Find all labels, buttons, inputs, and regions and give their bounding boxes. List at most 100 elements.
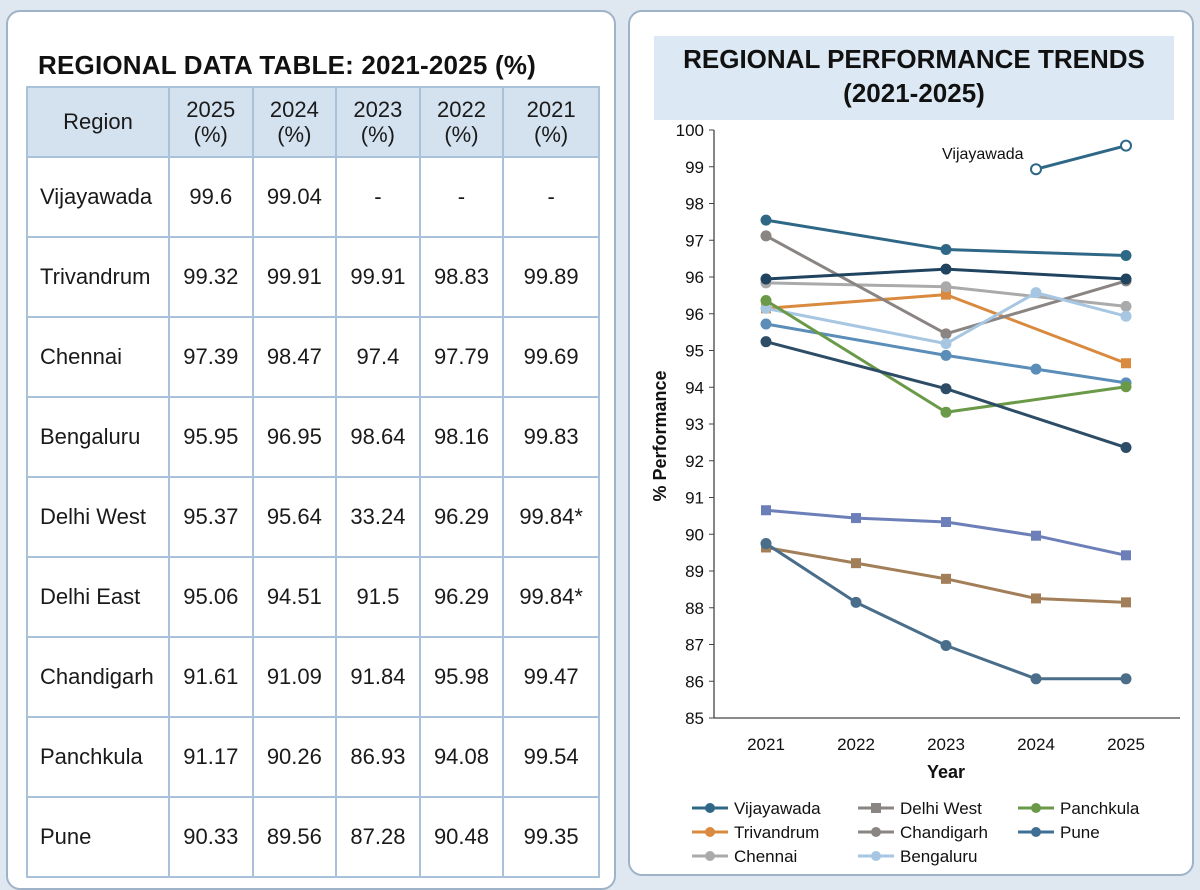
value-cell: 87.28 <box>335 796 421 878</box>
y-tick-label: 90 <box>685 525 704 544</box>
legend-marker <box>705 827 715 837</box>
data-point <box>1120 249 1132 261</box>
data-point <box>760 336 772 348</box>
data-point <box>760 295 772 307</box>
data-point <box>940 244 952 256</box>
region-name-cell: Delhi East <box>26 556 170 638</box>
region-name-cell: Pune <box>26 796 170 878</box>
line-chart: 100 99 98 97 96 96 95 94 93 92 91 90 89 88 87 86 85 2021 2… <box>650 121 1180 866</box>
region-name-cell: Trivandrum <box>26 236 170 318</box>
value-cell: 95.95 <box>168 396 254 478</box>
y-tick-label: 98 <box>685 195 704 214</box>
value-cell: 99.6 <box>168 156 254 238</box>
y-tick-label: 86 <box>685 672 704 691</box>
y-tick-label: 89 <box>685 562 704 581</box>
header-year: 2022 (%) <box>418 86 505 158</box>
legend-label: Panchkula <box>1060 799 1140 818</box>
region-name-cell: Vijayawada <box>26 156 170 238</box>
chart-title: REGIONAL PERFORMANCE TRENDS (2021-2025) <box>654 42 1174 110</box>
value-cell: 99.69 <box>502 316 600 398</box>
data-point <box>940 263 952 275</box>
value-cell: 91.61 <box>168 636 254 718</box>
data-point <box>940 281 952 293</box>
y-tick-label: 96 <box>685 268 704 287</box>
value-cell: 96.29 <box>418 556 505 638</box>
data-point <box>1120 310 1132 322</box>
value-cell: 97.4 <box>335 316 421 398</box>
data-point <box>1030 163 1042 176</box>
y-tick-label: 91 <box>685 489 704 508</box>
data-point <box>1121 597 1131 608</box>
chart-title-main: REGIONAL PERFORMANCE TRENDS <box>683 44 1145 74</box>
table-row: Chennai 97.39 98.47 97.4 97.79 99.69 <box>26 316 600 398</box>
legend-label: Delhi West <box>900 799 982 818</box>
table-row: Pune 90.33 89.56 87.28 90.48 99.35 <box>26 796 600 878</box>
data-point <box>1120 442 1132 454</box>
value-cell: 97.39 <box>168 316 254 398</box>
data-point <box>760 214 772 226</box>
value-cell: 96.29 <box>418 476 505 558</box>
series-line <box>1035 144 1127 171</box>
data-point <box>760 302 772 314</box>
data-point <box>1030 363 1042 375</box>
legend-marker <box>1031 803 1041 813</box>
data-point <box>851 513 861 524</box>
region-name-cell: Panchkula <box>26 716 170 798</box>
y-tick-label: 95 <box>685 342 704 361</box>
legend-marker <box>871 803 881 813</box>
series-line <box>765 322 1127 385</box>
value-cell: 91.09 <box>251 636 338 718</box>
data-point <box>940 338 952 350</box>
value-cell: 99.47 <box>502 636 600 718</box>
y-tick-label: 97 <box>685 231 704 250</box>
chart-title-sub: (2021-2025) <box>843 78 985 108</box>
value-cell: 99.04 <box>251 156 338 238</box>
x-tick-label: 2024 <box>1017 735 1055 754</box>
header-year: 2021 (%) <box>502 86 600 158</box>
legend-label: Bengaluru <box>900 847 978 866</box>
value-cell: 99.35 <box>502 796 600 878</box>
value-cell: 99.84* <box>502 556 600 638</box>
value-cell: 97.79 <box>418 316 505 398</box>
legend-label: Vijayawada <box>734 799 821 818</box>
x-tick-label: 2023 <box>927 735 965 754</box>
y-tick-label: 100 <box>676 121 704 140</box>
table-row: Bengaluru 95.95 96.95 98.64 98.16 99.83 <box>26 396 600 478</box>
value-cell: 99.32 <box>168 236 254 318</box>
data-point <box>1120 273 1132 285</box>
data-point <box>1120 300 1132 312</box>
value-cell: 99.91 <box>335 236 421 318</box>
value-cell: 99.83 <box>502 396 600 478</box>
y-axis-title: % Performance <box>650 370 670 501</box>
value-cell: 94.08 <box>418 716 505 798</box>
data-point <box>1121 358 1131 369</box>
data-point <box>940 328 952 340</box>
legend-label: Pune <box>1060 823 1100 842</box>
value-cell: 99.91 <box>251 236 338 318</box>
table-title: REGIONAL DATA TABLE: 2021-2025 (%) <box>38 50 536 80</box>
value-cell: 95.64 <box>251 476 338 558</box>
legend-label: Chandigarh <box>900 823 988 842</box>
header-year: 2023 (%) <box>335 86 421 158</box>
series-line <box>765 542 1126 681</box>
y-tick-label: 93 <box>685 415 704 434</box>
data-point <box>760 538 772 550</box>
chart-panel: REGIONAL PERFORMANCE TRENDS (2021-2025) … <box>628 10 1194 876</box>
region-name-cell: Chandigarh <box>26 636 170 718</box>
table-row: Vijayawada 99.6 99.04- - - <box>26 156 600 238</box>
value-cell: - <box>502 156 600 238</box>
data-table-panel: REGIONAL DATA TABLE: 2021-2025 (%) Regio… <box>6 10 616 890</box>
legend-marker <box>705 851 715 861</box>
y-tick-label: 88 <box>685 599 704 618</box>
value-cell: 95.06 <box>168 556 254 638</box>
data-point <box>1030 673 1042 685</box>
data-point <box>941 573 951 584</box>
data-point <box>1120 139 1132 152</box>
header-region: Region <box>26 86 170 158</box>
data-point <box>850 596 862 608</box>
series-annotation: Vijayawada <box>942 146 1024 163</box>
x-tick-label: 2022 <box>837 735 875 754</box>
data-point <box>760 273 772 285</box>
table-row: Delhi West 95.37 95.64 33.24 96.29 99.84* <box>26 476 600 558</box>
legend-marker <box>871 851 881 861</box>
